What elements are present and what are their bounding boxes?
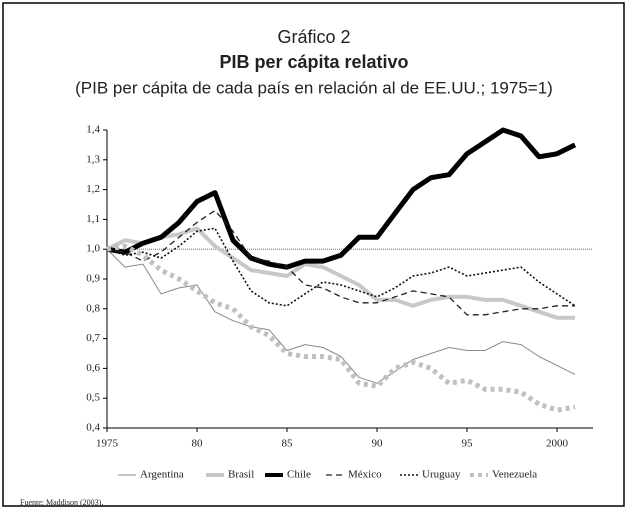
- y-tick-label: 1,0: [86, 243, 100, 255]
- x-tick-label: 80: [192, 438, 204, 450]
- series-line: [106, 227, 576, 307]
- y-tick-label: 0,8: [86, 302, 100, 314]
- series-line: [106, 226, 575, 320]
- y-tick-label: 0,7: [86, 332, 100, 344]
- y-tick-label: 0,4: [86, 422, 100, 434]
- x-tick-label: 90: [372, 438, 384, 450]
- series-line: [106, 127, 577, 270]
- series-line: [106, 209, 575, 316]
- source: Fuente: Maddison (2003).: [20, 498, 103, 507]
- x-tick-label: 95: [462, 438, 474, 450]
- chart-title: Gráfico 2: [277, 27, 350, 47]
- y-tick-label: 1,1: [86, 213, 100, 225]
- chart-description: (PIB per cápita de cada país en relación…: [75, 78, 553, 97]
- series-line: [106, 243, 576, 413]
- legend-label: Uruguay: [422, 469, 461, 481]
- legend-label: Brasil: [228, 469, 254, 481]
- y-tick-label: 0,5: [86, 392, 100, 404]
- y-tick-label: 1,4: [86, 124, 100, 136]
- x-tick-label: 85: [282, 438, 294, 450]
- series-line: [106, 248, 576, 384]
- legend-label: México: [348, 469, 382, 481]
- legend-label: Chile: [287, 469, 311, 481]
- y-tick-label: 1,3: [86, 153, 100, 165]
- chart-subtitle: PIB per cápita relativo: [219, 52, 408, 72]
- y-tick-label: 1,2: [86, 183, 100, 195]
- y-tick-label: 0,9: [86, 273, 100, 285]
- x-tick-label: 2000: [546, 438, 569, 450]
- y-tick-label: 0,6: [86, 362, 100, 374]
- legend-label: Argentina: [140, 469, 184, 481]
- x-tick-label: 1975: [96, 438, 119, 450]
- legend-label: Venezuela: [492, 469, 537, 481]
